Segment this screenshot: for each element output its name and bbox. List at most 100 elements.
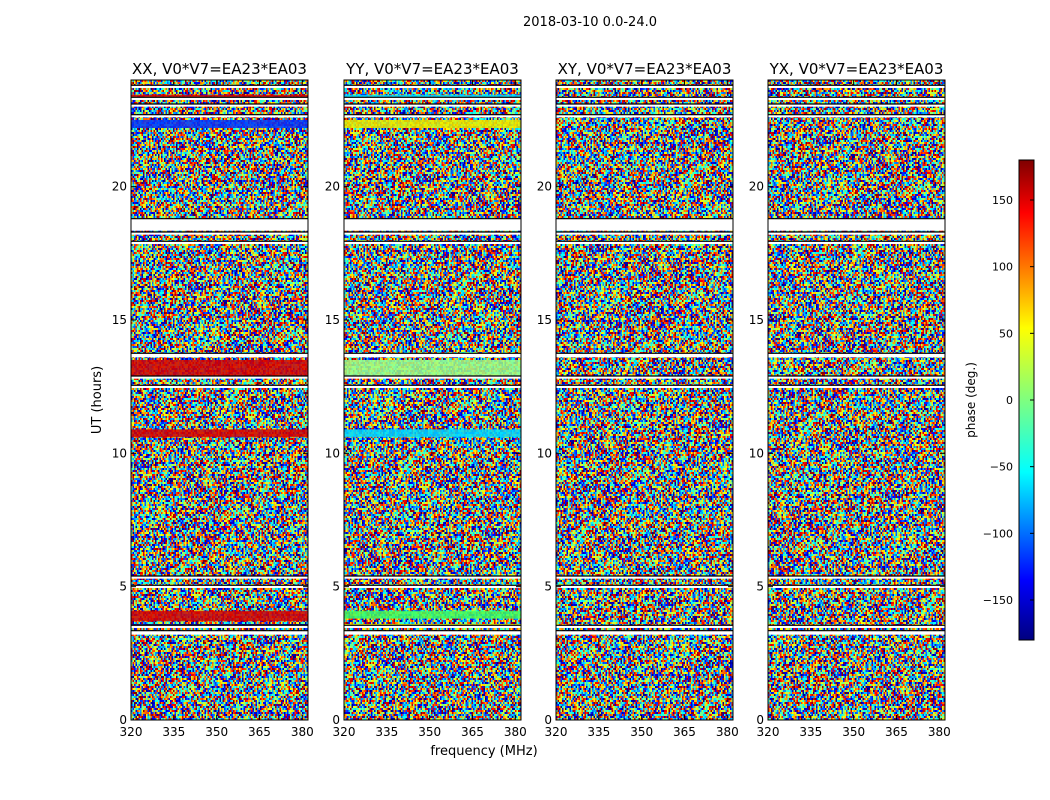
flagged-gap [556,114,733,118]
flagged-gap [131,232,308,235]
panel-xy: XY, V0*V7=EA23*EA03 320 335 350 365 380 0 5 10 15… [537,60,739,739]
colorbar-tick-label: −100 [983,527,1013,540]
x-tick-label: 365 [248,725,271,739]
y-tick-label: 10 [749,446,764,460]
coherent-band [344,360,521,376]
y-tick-label: 10 [537,446,552,460]
coherent-band [344,120,521,128]
flagged-gap [556,241,733,244]
x-tick-label: 335 [587,725,610,739]
flagged-gap [344,97,521,100]
flagged-gap [344,576,521,579]
flagged-gap [768,376,945,379]
flagged-gap [768,97,945,100]
flagged-gap [344,241,521,244]
colorbar-label: phase (deg.) [964,362,978,438]
flagged-gap [131,385,308,388]
flagged-gap [768,241,945,244]
flagged-gap [768,114,945,118]
x-tick-label: 335 [162,725,185,739]
flagged-gap [131,630,308,635]
y-tick-label: 15 [325,313,340,327]
y-tick-label: 15 [537,313,552,327]
panels-layer: XX, V0*V7=EA23*EA03 320 335 350 365 380 0 5 10 15… [112,60,951,739]
flagged-gap [344,85,521,88]
phase-heatmap [768,80,945,720]
panel-frame [343,79,522,721]
flagged-gap [768,625,945,628]
flagged-gap [768,630,945,635]
flagged-gap [768,385,945,388]
flagged-gap [556,585,733,588]
y-tick-label: 5 [119,580,127,594]
flagged-gap [768,85,945,88]
colorbar-tick-label: −50 [990,461,1013,474]
x-tick-label: 350 [842,725,865,739]
x-tick-label: 320 [757,725,780,739]
flagged-gap [344,376,521,379]
colorbar: phase (deg.) −150 −100 −50 0 50 100 150 [964,159,1035,641]
panel-yy: YY, V0*V7=EA23*EA03 320 335 350 365 380 0 5 10 15… [325,60,527,739]
flagged-gap [768,218,945,231]
flagged-gap [344,104,521,107]
flagged-gap [344,625,521,628]
panel-title: YY, V0*V7=EA23*EA03 [345,60,519,78]
flagged-gap [131,114,308,118]
flagged-gap [131,585,308,588]
flagged-gap [131,97,308,100]
x-tick-label: 320 [545,725,568,739]
flagged-gap [131,218,308,231]
x-tick-label: 365 [673,725,696,739]
colorbar-tick-label: −150 [983,594,1013,607]
x-tick-label: 380 [504,725,527,739]
flagged-gap [344,218,521,231]
flagged-gap [768,585,945,588]
x-tick-label: 365 [461,725,484,739]
y-tick-label: 0 [332,713,340,727]
y-tick-label: 10 [112,446,127,460]
coherent-band [131,360,308,376]
y-tick-label: 20 [112,180,127,194]
x-axis-label: frequency (MHz) [430,744,537,759]
flagged-gap [768,232,945,235]
flagged-gap [556,97,733,100]
y-axis-label: UT (hours) [90,366,105,434]
y-tick-label: 10 [325,446,340,460]
flagged-gap [344,232,521,235]
panel-title: XX, V0*V7=EA23*EA03 [132,60,307,78]
panel-xx: XX, V0*V7=EA23*EA03 320 335 350 365 380 0 5 10 15… [112,60,314,739]
y-tick-label: 20 [537,180,552,194]
flagged-gap [344,585,521,588]
flagged-gap [768,576,945,579]
figure-suptitle: 2018-03-10 0.0-24.0 [523,15,657,30]
y-tick-label: 5 [544,580,552,594]
flagged-gap [131,353,308,358]
flagged-gap [344,630,521,635]
x-tick-label: 380 [716,725,739,739]
y-tick-label: 15 [749,313,764,327]
y-tick-label: 20 [325,180,340,194]
flagged-gap [556,232,733,235]
flagged-gap [556,385,733,388]
y-tick-label: 20 [749,180,764,194]
x-tick-label: 350 [205,725,228,739]
flagged-gap [131,104,308,107]
flagged-gap [556,625,733,628]
flagged-gap [344,114,521,118]
y-tick-label: 5 [756,580,764,594]
flagged-gap [131,85,308,88]
x-tick-label: 350 [630,725,653,739]
y-tick-label: 0 [544,713,552,727]
flagged-gap [344,385,521,388]
coherent-band [131,610,308,622]
flagged-gap [131,376,308,379]
x-tick-label: 320 [120,725,143,739]
y-tick-label: 15 [112,313,127,327]
coherent-band [344,429,521,438]
x-tick-label: 320 [333,725,356,739]
flagged-gap [131,241,308,244]
panel-yx: YX, V0*V7=EA23*EA03 320 335 350 365 380 0 5 10 15… [749,60,951,739]
flagged-gap [344,353,521,358]
flagged-gap [556,576,733,579]
